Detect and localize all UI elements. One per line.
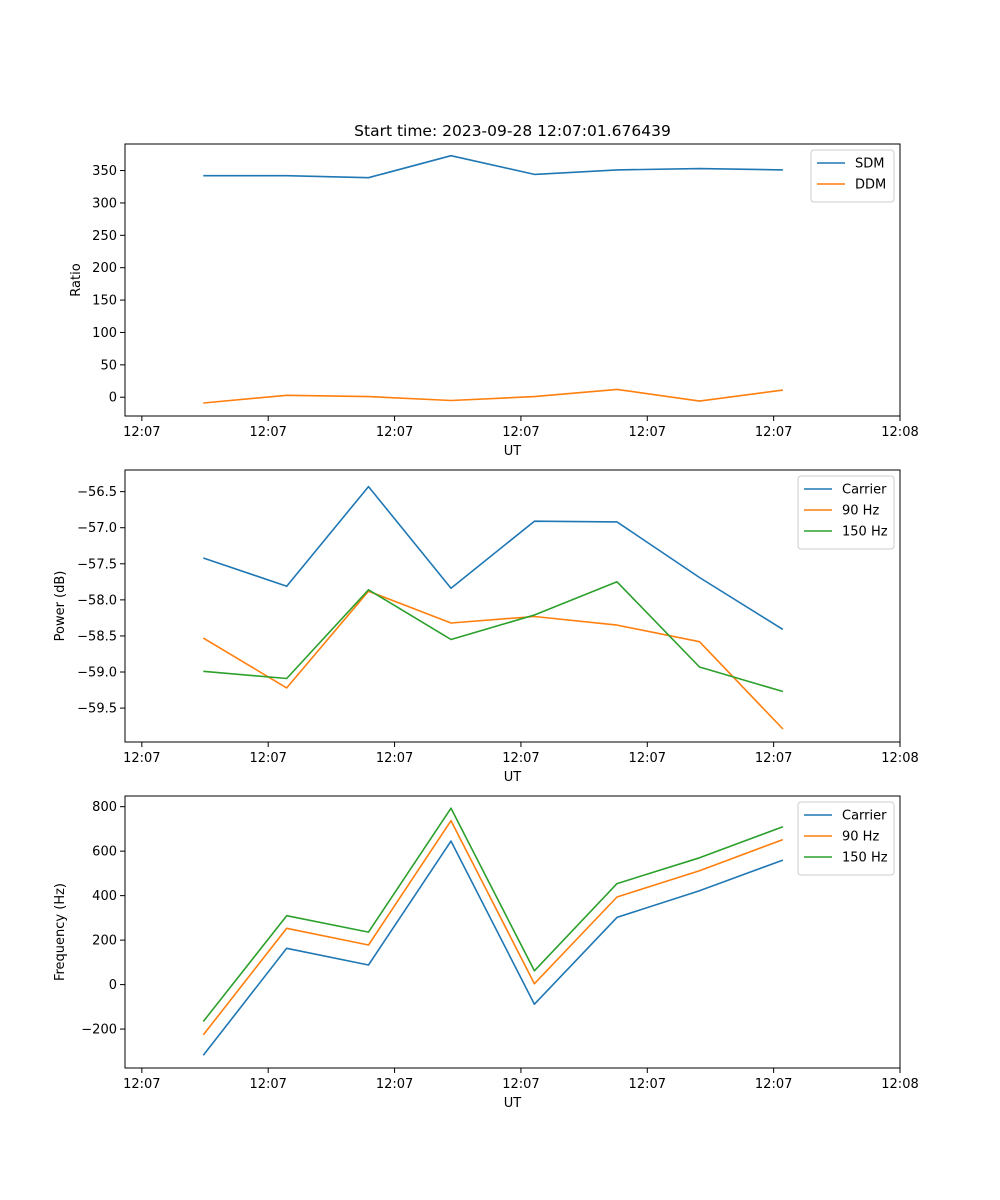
- ratio-y-tick-label: 150: [92, 294, 117, 309]
- ratio-axes-frame: [124, 143, 901, 417]
- ratio-x-tick-label: 12:07: [502, 425, 539, 440]
- power-y-tick-label: −59.0: [77, 666, 117, 681]
- frequency-x-tick-label: 12:07: [629, 1077, 666, 1092]
- power-y-tick-label: −59.5: [77, 702, 117, 717]
- ratio-y-axis-label: Ratio: [69, 263, 84, 296]
- ratio-x-tick-label: 12:07: [376, 425, 413, 440]
- power-panel: 12:07 12:07 12:07 12:07 12:07 12:07 12:08 −59.5…: [53, 469, 919, 785]
- frequency-y-tick-label: 800: [92, 800, 117, 815]
- frequency-x-tick-label: 12:08: [881, 1077, 918, 1092]
- frequency-x-axis-label: UT: [504, 1096, 522, 1111]
- ratio-legend-label: DDM: [855, 178, 886, 193]
- ratio-y-tick-label: 50: [100, 358, 117, 373]
- frequency-series-line-90-hz: [202, 819, 784, 1036]
- frequency-series-line-carrier: [202, 840, 784, 1056]
- ratio-x-axis-label: UT: [504, 444, 522, 459]
- power-y-tick-label: −58.5: [77, 629, 117, 644]
- ratio-series-line-ddm: [203, 388, 784, 404]
- frequency-y-tick-label: 600: [92, 845, 117, 860]
- power-y-tick-label: −56.5: [77, 485, 117, 500]
- power-x-tick-label: 12:08: [881, 751, 918, 766]
- frequency-y-tick-label: −200: [81, 1023, 117, 1038]
- ratio-y-tick-label: 0: [109, 391, 117, 406]
- chart-title: Start time: 2023-09-28 12:07:01.676439: [354, 122, 671, 140]
- power-x-tick-label: 12:07: [123, 751, 160, 766]
- ratio-x-tick-label: 12:08: [881, 425, 918, 440]
- power-legend-label: 90 Hz: [842, 504, 879, 519]
- power-legend-label: 150 Hz: [842, 525, 888, 540]
- ratio-x-tick-label: 12:07: [629, 425, 666, 440]
- ratio-series-line-sdm: [203, 154, 783, 179]
- frequency-x-tick-label: 12:07: [376, 1077, 413, 1092]
- ratio-y-tick-label: 100: [92, 326, 117, 341]
- frequency-series-line-150-hz: [202, 807, 784, 1022]
- power-y-tick-label: −57.0: [77, 521, 117, 536]
- power-x-axis-label: UT: [504, 770, 522, 785]
- frequency-legend-label: 150 Hz: [842, 851, 888, 866]
- ratio-y-tick-label: 350: [92, 164, 117, 179]
- frequency-y-tick-label: 400: [92, 889, 117, 904]
- power-x-tick-label: 12:07: [249, 751, 286, 766]
- ratio-y-tick-label: 250: [92, 229, 117, 244]
- power-x-tick-label: 12:07: [502, 751, 539, 766]
- power-series-line-150-hz: [203, 580, 784, 693]
- power-legend-label: Carrier: [842, 483, 887, 498]
- ratio-legend-label: SDM: [855, 157, 884, 172]
- power-y-tick-label: −57.5: [77, 557, 117, 572]
- ratio-x-tick-label: 12:07: [755, 425, 792, 440]
- frequency-panel: 12:07 12:07 12:07 12:07 12:07 12:07 12:08 −200 0…: [53, 795, 919, 1111]
- frequency-legend-label: Carrier: [842, 809, 887, 824]
- frequency-x-tick-label: 12:07: [123, 1077, 160, 1092]
- power-axes-frame: [124, 469, 901, 743]
- ratio-y-tick-label: 200: [92, 261, 117, 276]
- ratio-x-tick-label: 12:07: [123, 425, 160, 440]
- frequency-y-axis-label: Frequency (Hz): [53, 883, 68, 981]
- frequency-x-tick-label: 12:07: [502, 1077, 539, 1092]
- power-x-tick-label: 12:07: [629, 751, 666, 766]
- ratio-y-tick-label: 300: [92, 196, 117, 211]
- power-x-tick-label: 12:07: [376, 751, 413, 766]
- frequency-x-tick-label: 12:07: [755, 1077, 792, 1092]
- frequency-axes-frame: [124, 795, 901, 1069]
- ratio-panel: 12:07 12:07 12:07 12:07 12:07 12:07 12:08 0 50 10…: [69, 143, 919, 459]
- frequency-y-tick-label: 200: [92, 934, 117, 949]
- power-series-line-carrier: [203, 485, 784, 631]
- power-y-axis-label: Power (dB): [53, 571, 68, 642]
- power-series-line-90-hz: [202, 590, 784, 730]
- frequency-x-tick-label: 12:07: [249, 1077, 286, 1092]
- power-x-tick-label: 12:07: [755, 751, 792, 766]
- frequency-legend-label: 90 Hz: [842, 830, 879, 845]
- ratio-x-tick-label: 12:07: [249, 425, 286, 440]
- power-y-tick-label: −58.0: [77, 593, 117, 608]
- frequency-y-tick-label: 0: [109, 978, 117, 993]
